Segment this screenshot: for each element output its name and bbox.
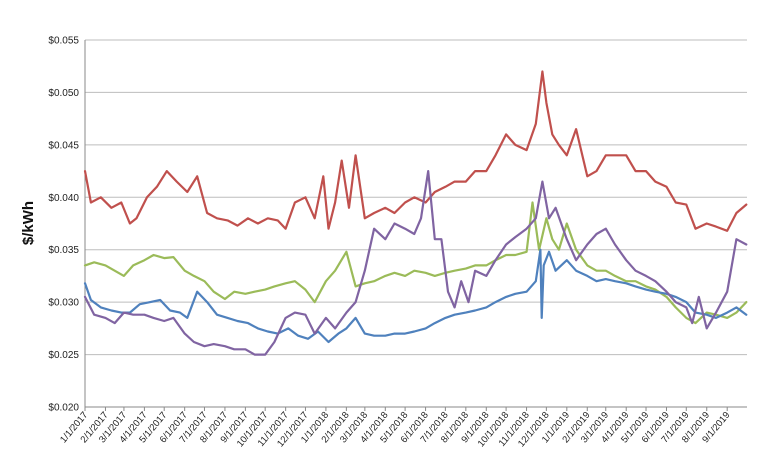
y-tick-labels: $0.020 $0.025 $0.030 $0.035 $0.040 $0.045 $0.0… [48, 36, 79, 414]
y-tick-label: $0.040 [48, 193, 79, 204]
y-tick-label: $0.020 [48, 403, 79, 414]
series-line-1 [83, 70, 748, 232]
gridlines [85, 39, 747, 356]
series-line-2 [83, 201, 748, 325]
y-tick-label: $0.050 [48, 88, 79, 99]
y-tick-label: $0.030 [48, 298, 79, 309]
series-line-4 [83, 170, 748, 356]
series-lines [83, 70, 748, 356]
y-tick-label: $0.045 [48, 140, 79, 151]
y-axis-label: $/kWh [20, 201, 37, 245]
y-tick-label: $0.025 [48, 350, 79, 361]
y-tick-label: $0.055 [48, 36, 79, 47]
x-tick-labels: 1/1/20172/1/20173/1/20174/1/20175/1/2017… [58, 407, 732, 449]
axes [84, 40, 747, 408]
y-tick-label: $0.035 [48, 245, 79, 256]
series-line-3 [83, 248, 748, 344]
